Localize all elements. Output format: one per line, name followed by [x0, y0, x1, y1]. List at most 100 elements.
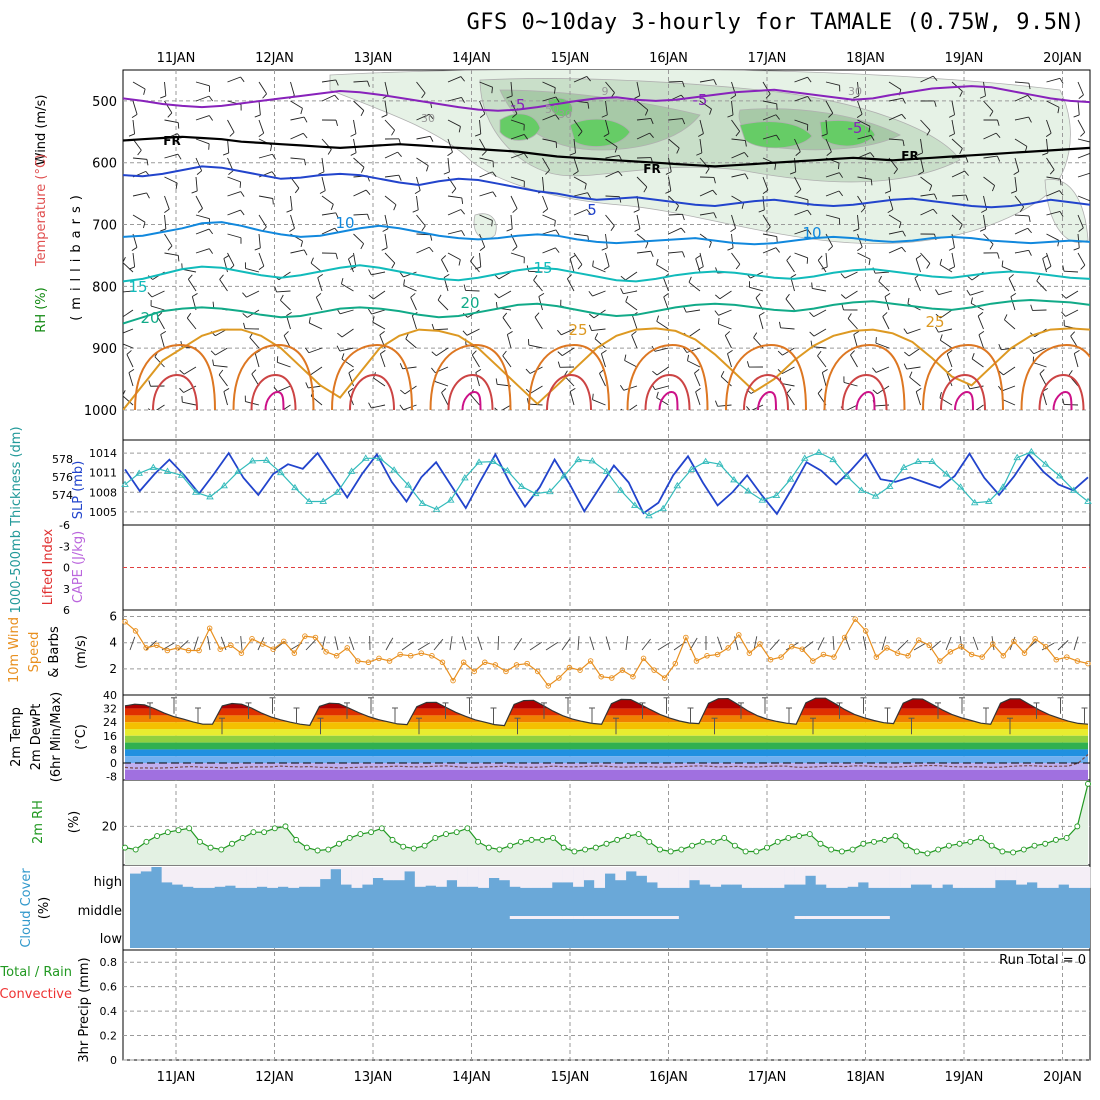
rh2m-point	[400, 843, 407, 850]
wind-barb-feather	[177, 255, 180, 262]
wind-barb-feather	[126, 350, 132, 355]
wind10-barb	[897, 639, 909, 651]
thickness-point	[475, 458, 483, 465]
thickness-point	[602, 467, 611, 474]
wind-barb	[1014, 138, 1028, 147]
cloud-high-gap	[710, 867, 722, 887]
wind10-label-b: Speed	[27, 632, 42, 673]
wind-barb-feather	[555, 96, 560, 103]
wind-barb	[416, 135, 431, 140]
wind-barb-feather	[884, 190, 891, 194]
cloud-high-gap	[446, 867, 458, 881]
wind-barb	[447, 138, 453, 153]
wind-barb	[258, 100, 261, 115]
rh2m-point	[303, 844, 310, 851]
cloud-high-gap	[731, 867, 743, 885]
wind10-speed-point	[937, 658, 943, 664]
isotherm-40-closed	[1052, 390, 1073, 410]
wind10-speed-point	[228, 642, 234, 649]
rh2m-point	[507, 842, 514, 849]
run-total: Run Total = 0	[999, 953, 1086, 968]
wind-barb	[605, 138, 618, 148]
wind10-barb	[717, 636, 723, 651]
wind-barb-feather	[614, 146, 618, 153]
wind-barb-feather	[634, 228, 641, 232]
wind-barb-feather	[821, 266, 828, 270]
wind10-speed-point	[291, 650, 298, 656]
wind-barb-feather	[479, 246, 485, 251]
cloud-high-gap	[140, 867, 152, 872]
wind-barb-feather	[902, 140, 905, 147]
wind-barb-feather	[428, 246, 434, 253]
wind-barb-feather	[240, 209, 245, 216]
wind-barb	[731, 252, 741, 265]
wind-barb	[310, 366, 323, 376]
wind-barb	[348, 372, 354, 387]
wind10-speed-point	[947, 649, 954, 655]
rh2m-point	[132, 846, 139, 853]
wind-barb	[471, 354, 480, 368]
wind10-speed-point	[884, 645, 890, 651]
wind-barb-feather	[915, 387, 922, 393]
wind-barb	[290, 249, 305, 254]
wind-barb-feather	[744, 140, 747, 147]
cloud-middle-gap	[879, 916, 890, 919]
wind-barb-feather	[429, 136, 434, 142]
isotherm-40-closed	[855, 390, 876, 410]
thickness-point	[942, 470, 951, 477]
wind-barb	[573, 192, 588, 197]
wind10-speed-point	[958, 643, 964, 650]
wind-barb-feather	[860, 207, 866, 213]
wind-barb	[1077, 195, 1090, 202]
wind-barb-feather	[624, 354, 627, 361]
wind-barb-feather	[1028, 83, 1031, 90]
wind-barb-feather	[882, 312, 888, 317]
rh2m-point	[293, 836, 300, 843]
wind-barb	[290, 81, 295, 96]
cloud-high-gap	[182, 867, 194, 887]
rh2m-point	[678, 846, 685, 853]
wind-barb	[573, 233, 588, 237]
rh2m-point	[175, 827, 182, 834]
wind-barb	[794, 157, 797, 172]
cloud-high-gap	[246, 867, 257, 888]
cloud-high-gap	[488, 867, 500, 878]
wind-barb-feather	[491, 220, 493, 227]
wind-barb	[384, 252, 396, 264]
wind-barb	[373, 377, 386, 387]
wind-barb-feather	[569, 255, 576, 259]
rh2m-point	[1074, 823, 1081, 830]
cloud-high-gap	[267, 867, 278, 888]
thickness-point	[489, 457, 498, 465]
wind-barb-feather	[744, 173, 749, 180]
rh2m-label-unit: (%)	[67, 811, 82, 834]
cloud-high-gap	[636, 867, 648, 876]
x-tick-label-top: 19JAN	[945, 51, 984, 66]
wind-barb	[154, 356, 165, 368]
wind-barb	[940, 339, 953, 349]
wind-barb-feather	[243, 322, 246, 329]
wind-barb-feather	[837, 163, 840, 170]
wind-barb	[465, 289, 480, 292]
rh2m-point	[1042, 840, 1049, 847]
wind-barb	[353, 233, 364, 244]
wind-barb	[441, 259, 449, 273]
wind-barb	[857, 195, 866, 209]
wind-barb	[888, 214, 902, 223]
wind-barb-feather	[870, 135, 875, 141]
wind-barb-feather	[495, 378, 498, 385]
wind-barb-feather	[492, 191, 497, 198]
wind-barb	[920, 208, 934, 216]
wind-barb	[975, 404, 984, 410]
wind-barb	[561, 328, 575, 336]
temp2m-tick-label: 8	[110, 743, 117, 756]
wind-barb-feather	[1057, 107, 1060, 114]
rh2m-point	[261, 829, 268, 836]
wind-barb	[656, 366, 669, 376]
wind-barb-feather	[1013, 171, 1020, 175]
wind-barb	[605, 100, 608, 115]
wind-barb	[846, 404, 858, 410]
cloud-middle-gap	[530, 916, 542, 919]
wind-barb-feather	[933, 193, 938, 200]
wind-barb	[1046, 77, 1061, 83]
